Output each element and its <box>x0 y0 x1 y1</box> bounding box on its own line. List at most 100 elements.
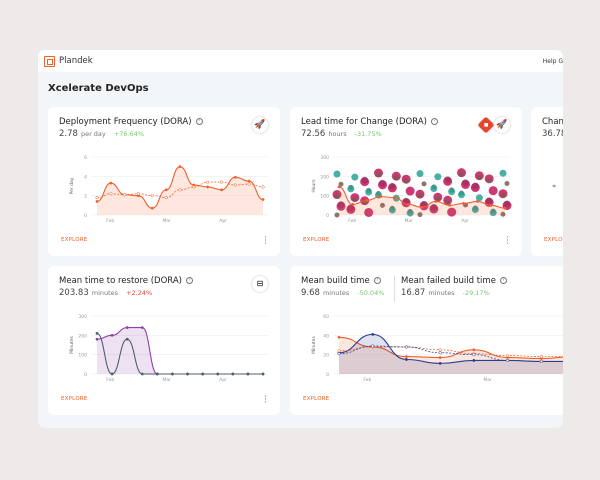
data-point <box>109 181 113 185</box>
scatter-point <box>421 181 427 187</box>
scatter-point <box>470 183 480 193</box>
build-time-chart: 0 20 40 60 Minutes Feb Mar <box>311 314 563 383</box>
card-build-time: Mean build time? 9.68 minutes -50.04% Mean… <box>290 266 563 415</box>
card-lead-time: Lead time for Change (DORA)? 72.56 hours -… <box>290 107 522 256</box>
data-point <box>164 196 168 200</box>
data-point <box>136 192 141 196</box>
scatter-point <box>461 179 470 189</box>
rocket-icon: 🚀 <box>494 117 510 133</box>
data-point <box>110 333 114 337</box>
data-point <box>140 372 144 376</box>
x-tick-label: Mar <box>162 377 171 383</box>
data-point <box>539 359 543 363</box>
scatter-point <box>405 186 415 196</box>
metric-change: +2.24% <box>126 289 153 297</box>
mttr-chart: 0 100 200 300 Minutes Feb Mar Apr <box>69 314 268 383</box>
x-tick-label: Feb <box>348 218 356 224</box>
series-line <box>338 346 563 357</box>
data-point <box>434 200 438 203</box>
more-menu-icon[interactable]: · · · <box>264 233 267 248</box>
explore-button[interactable]: EXPLORE <box>61 237 88 243</box>
y-tick-label: 40 <box>323 333 329 339</box>
data-point <box>164 188 168 192</box>
help-icon[interactable]: ? <box>430 118 438 125</box>
more-menu-icon[interactable]: · · · <box>264 392 267 407</box>
data-point <box>261 198 265 201</box>
scatter-point <box>334 193 340 199</box>
data-point <box>247 179 251 183</box>
scatter-point <box>406 209 414 217</box>
metric-unit: minutes <box>428 289 455 297</box>
scatter-point <box>365 188 373 196</box>
app-window: Plandek Help G Xcelerate DevOps Deployme… <box>38 50 563 428</box>
scatter-point <box>360 177 370 187</box>
metric-change: -29.17% <box>462 289 490 297</box>
data-point <box>503 206 507 210</box>
scatter-point <box>347 185 355 193</box>
data-point <box>95 200 99 203</box>
data-point <box>392 196 396 200</box>
y-tick-label: 100 <box>78 353 87 359</box>
data-point <box>371 332 375 336</box>
y-tick-label: 300 <box>320 155 329 161</box>
metric-change: -31.75% <box>354 130 382 138</box>
scatter-point <box>443 176 453 186</box>
card-mean-time-to-restore: Mean time to restore (DORA)? 203.83 minut… <box>48 266 280 415</box>
data-point <box>404 355 408 359</box>
metric-change: +76.64% <box>113 130 144 138</box>
scatter-point <box>500 211 506 217</box>
series-line <box>96 332 263 375</box>
logo[interactable]: Plandek <box>44 55 93 67</box>
scatter-point <box>351 173 359 181</box>
y-tick-label: 60 <box>323 314 329 320</box>
card-title: Deployment Frequency (DORA) <box>59 117 192 127</box>
data-point <box>150 206 154 210</box>
card-title: Mean build time <box>301 276 370 286</box>
series-area <box>339 337 563 374</box>
y-tick-label: 6 <box>84 155 87 161</box>
help-icon[interactable]: ? <box>195 118 203 125</box>
scatter-point <box>388 206 396 214</box>
scatter-point <box>403 178 409 184</box>
metric-value: 72.56 <box>301 129 326 139</box>
x-tick-label: Feb <box>106 377 114 383</box>
scatter-point <box>346 204 356 214</box>
help-icon[interactable]: ? <box>185 277 193 284</box>
explore-button[interactable]: EXPLORE <box>544 237 563 243</box>
data-point <box>539 355 543 359</box>
data-point <box>261 185 265 189</box>
help-icon[interactable]: ? <box>499 277 507 284</box>
scatter-point <box>376 172 381 178</box>
scatter-point <box>504 180 510 186</box>
page-title: Xcelerate DevOps <box>48 83 149 94</box>
scatter-point <box>475 194 483 202</box>
data-point <box>95 331 99 335</box>
explore-button[interactable]: EXPLORE <box>303 396 330 402</box>
data-point <box>150 194 154 198</box>
explore-button[interactable]: EXPLORE <box>61 396 88 402</box>
header: Plandek Help G <box>38 50 563 72</box>
data-point <box>337 185 341 189</box>
y-axis-label: Minutes <box>69 335 75 353</box>
explore-button[interactable]: EXPLORE <box>303 237 330 243</box>
data-point <box>337 352 341 356</box>
divider <box>394 276 395 302</box>
metric-value: 203.83 <box>59 288 89 298</box>
metric-value: 2.78 <box>59 129 78 139</box>
help-icon[interactable]: ? <box>373 277 381 284</box>
card-title: Mean failed build time <box>401 276 496 286</box>
metric-value: 9.68 <box>301 288 320 298</box>
scatter-point <box>458 191 465 199</box>
scatter-point <box>488 186 498 196</box>
metric-value: 16.87 <box>401 288 426 298</box>
data-point <box>171 372 174 376</box>
data-point <box>216 372 220 376</box>
y-tick-label: 300 <box>78 314 87 320</box>
more-menu-icon[interactable]: · · · <box>506 233 509 248</box>
metric-value: 36.78 <box>542 129 563 139</box>
data-point <box>337 349 341 353</box>
help-link[interactable]: Help G <box>542 57 563 65</box>
y-tick-label: 0 <box>326 213 329 219</box>
incident-icon: ⊟ <box>252 276 268 292</box>
